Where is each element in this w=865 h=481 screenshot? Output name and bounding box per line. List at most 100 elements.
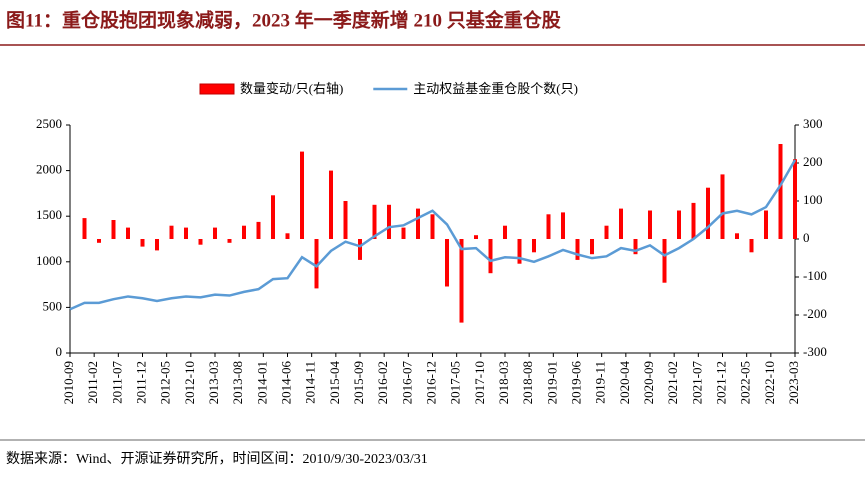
- bar: [778, 144, 783, 239]
- bar: [82, 218, 87, 239]
- bar: [604, 225, 609, 239]
- x-tick-label: 2019-01: [544, 361, 559, 404]
- x-tick-label: 2020-04: [617, 361, 632, 405]
- bar: [474, 235, 478, 239]
- y2-tick-label: -100: [803, 268, 827, 283]
- legend-label: 数量变动/只(右轴): [240, 81, 343, 96]
- x-tick-label: 2016-12: [423, 361, 438, 404]
- bar: [633, 239, 638, 255]
- x-tick-label: 2023-03: [786, 361, 801, 404]
- bar: [111, 220, 116, 239]
- x-tick-label: 2015-04: [327, 361, 342, 405]
- bar: [430, 214, 435, 239]
- bar: [343, 201, 348, 239]
- x-tick-label: 2015-09: [351, 361, 366, 404]
- x-tick-label: 2010-09: [61, 361, 76, 404]
- bar: [97, 239, 101, 243]
- bar: [358, 239, 362, 260]
- x-tick-label: 2018-08: [520, 361, 535, 404]
- x-tick-label: 2014-01: [254, 361, 269, 404]
- x-tick-label: 2013-03: [206, 361, 221, 404]
- bar: [749, 239, 754, 253]
- x-tick-label: 2016-07: [399, 361, 414, 405]
- x-tick-label: 2022-10: [762, 361, 777, 404]
- bar: [227, 239, 232, 243]
- bar: [445, 239, 449, 287]
- y-tick-label: 1000: [36, 253, 62, 268]
- bar: [300, 151, 304, 239]
- bar: [735, 233, 739, 239]
- bar: [488, 239, 493, 274]
- y2-tick-label: 100: [803, 192, 823, 207]
- y-tick-label: 500: [43, 298, 63, 313]
- x-tick-label: 2018-03: [496, 361, 511, 404]
- bar: [126, 227, 130, 239]
- bar: [793, 159, 797, 239]
- bar: [691, 202, 696, 239]
- y2-tick-label: 200: [803, 154, 823, 169]
- x-tick-label: 2013-08: [230, 361, 245, 404]
- bar: [256, 221, 261, 239]
- bar: [169, 225, 174, 239]
- bar: [619, 208, 623, 239]
- bar: [648, 210, 652, 239]
- bar: [387, 204, 391, 239]
- x-tick-label: 2011-02: [85, 361, 100, 404]
- bar: [561, 212, 565, 239]
- bar: [575, 239, 580, 260]
- y2-tick-label: -300: [803, 344, 827, 359]
- bar: [155, 239, 159, 251]
- x-tick-label: 2016-02: [375, 361, 390, 404]
- x-tick-label: 2011-07: [109, 361, 124, 404]
- bar: [503, 225, 507, 239]
- y-tick-label: 2000: [36, 162, 62, 177]
- chart-title: 图11：重仓股抱团现象减弱，2023 年一季度新增 210 只基金重仓股: [6, 8, 561, 31]
- bar: [517, 239, 522, 264]
- bar: [271, 195, 275, 239]
- x-tick-label: 2020-09: [641, 361, 656, 404]
- bar: [764, 210, 768, 239]
- y2-tick-label: -200: [803, 306, 827, 321]
- bar: [213, 227, 217, 239]
- y-tick-label: 0: [56, 344, 63, 359]
- x-tick-label: 2022-05: [738, 361, 753, 404]
- x-tick-label: 2021-02: [665, 361, 680, 404]
- bar: [285, 233, 290, 239]
- bar: [242, 225, 246, 239]
- bar: [329, 170, 333, 239]
- bar: [546, 214, 551, 239]
- x-tick-label: 2021-07: [689, 361, 704, 405]
- bar: [590, 239, 594, 255]
- x-tick-label: 2012-10: [182, 361, 197, 404]
- y-tick-label: 1500: [36, 207, 62, 222]
- bar: [184, 227, 188, 239]
- bar: [198, 239, 203, 245]
- bar: [720, 174, 725, 239]
- x-tick-label: 2011-12: [133, 361, 148, 404]
- legend-swatch: [199, 83, 235, 95]
- x-tick-label: 2017-10: [472, 361, 487, 404]
- source: 数据来源：Wind、开源证券研究所，时间区间：2010/9/30-2023/03…: [6, 451, 428, 467]
- x-tick-label: 2019-11: [593, 361, 608, 404]
- x-tick-label: 2014-11: [303, 361, 318, 404]
- line: [69, 159, 797, 311]
- bar: [662, 239, 667, 283]
- bar: [140, 239, 145, 247]
- x-tick-label: 2017-05: [448, 361, 463, 404]
- x-tick-label: 2021-12: [713, 361, 728, 404]
- bar: [677, 210, 681, 239]
- y2-tick-label: 300: [803, 116, 823, 131]
- x-tick-label: 2012-05: [158, 361, 173, 404]
- bar: [706, 187, 710, 239]
- bar: [401, 227, 406, 239]
- bar: [372, 204, 377, 239]
- bar: [314, 239, 319, 289]
- bar: [459, 239, 464, 323]
- legend-label: 主动权益基金重仓股个数(只): [413, 81, 578, 96]
- bar: [416, 208, 420, 239]
- bar: [532, 239, 536, 253]
- y-tick-label: 2500: [36, 116, 62, 131]
- x-tick-label: 2014-06: [278, 361, 293, 405]
- y2-tick-label: 0: [803, 230, 810, 245]
